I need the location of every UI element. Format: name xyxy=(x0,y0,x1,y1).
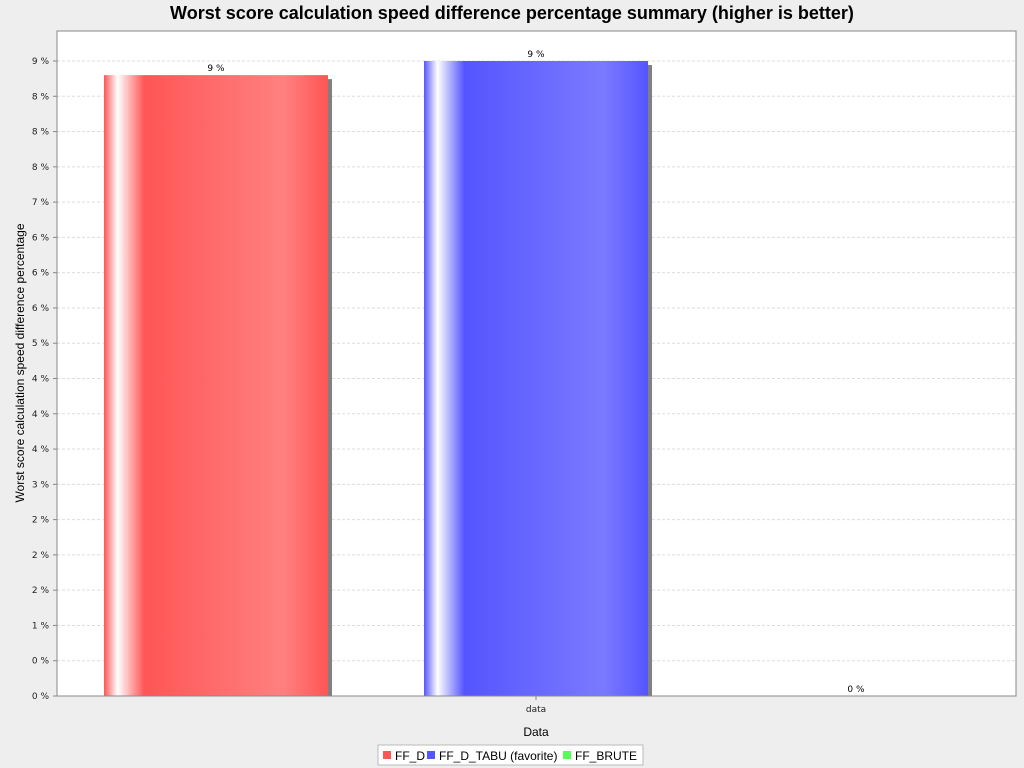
chart-title: Worst score calculation speed difference… xyxy=(170,3,854,23)
y-axis-title: Worst score calculation speed difference… xyxy=(13,223,27,502)
y-tick-label: 0 % xyxy=(32,692,50,702)
value-label: 9 % xyxy=(527,50,545,60)
legend-item-label: FF_D_TABU (favorite) xyxy=(439,749,557,763)
value-labels: 9 % 9 % 0 % xyxy=(207,50,865,695)
y-tick-label: 1 % xyxy=(32,621,50,631)
value-label: 9 % xyxy=(207,64,225,74)
y-tick-label: 8 % xyxy=(32,128,50,138)
value-label: 0 % xyxy=(847,685,865,695)
legend-item-label: FF_D xyxy=(395,749,425,763)
x-axis-title: Data xyxy=(523,725,549,739)
y-tick-label: 0 % xyxy=(32,657,50,667)
y-tick-label: 6 % xyxy=(32,233,50,243)
y-tick-label: 4 % xyxy=(32,375,50,385)
y-tick-label: 6 % xyxy=(32,304,50,314)
legend-swatch xyxy=(427,751,435,759)
y-axis-ticks: 0 % 0 % 1 % 2 % 2 % 2 % 3 % 4 % 4 % 4 % 5 % 6 % 6 % 6… xyxy=(32,57,537,702)
bar-ff-d-tabu xyxy=(424,61,648,696)
y-tick-label: 8 % xyxy=(32,163,50,173)
x-category-label: data xyxy=(526,705,546,715)
y-tick-label: 6 % xyxy=(32,269,50,279)
legend-swatch xyxy=(563,751,571,759)
legend: FF_D FF_D_TABU (favorite) FF_BRUTE xyxy=(377,744,644,766)
y-tick-label: 8 % xyxy=(32,92,50,102)
y-tick-label: 2 % xyxy=(32,516,50,526)
y-tick-label: 9 % xyxy=(32,57,50,67)
legend-box xyxy=(377,744,644,766)
y-tick-label: 7 % xyxy=(32,198,50,208)
y-tick-label: 4 % xyxy=(32,445,50,455)
y-tick-label: 5 % xyxy=(32,339,50,349)
y-tick-label: 3 % xyxy=(32,480,50,490)
legend-item-label: FF_BRUTE xyxy=(575,749,637,763)
y-tick-label: 2 % xyxy=(32,586,50,596)
y-tick-label: 4 % xyxy=(32,410,50,420)
bar-ff-d xyxy=(104,75,328,697)
bars xyxy=(104,61,652,697)
legend-swatch xyxy=(383,751,391,759)
y-tick-label: 2 % xyxy=(32,551,50,561)
